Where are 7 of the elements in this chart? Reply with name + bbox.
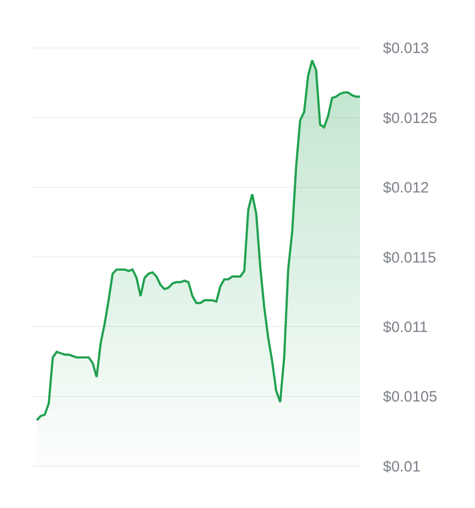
y-tick-label: $0.012: [383, 180, 429, 197]
y-tick-label: $0.01: [383, 458, 421, 476]
y-tick-label: $0.0125: [383, 110, 438, 127]
y-tick-label: $0.013: [383, 40, 429, 58]
y-tick-label: $0.0105: [383, 388, 438, 406]
y-tick-label: $0.0115: [383, 249, 436, 266]
y-tick-label: $0.011: [383, 318, 428, 336]
